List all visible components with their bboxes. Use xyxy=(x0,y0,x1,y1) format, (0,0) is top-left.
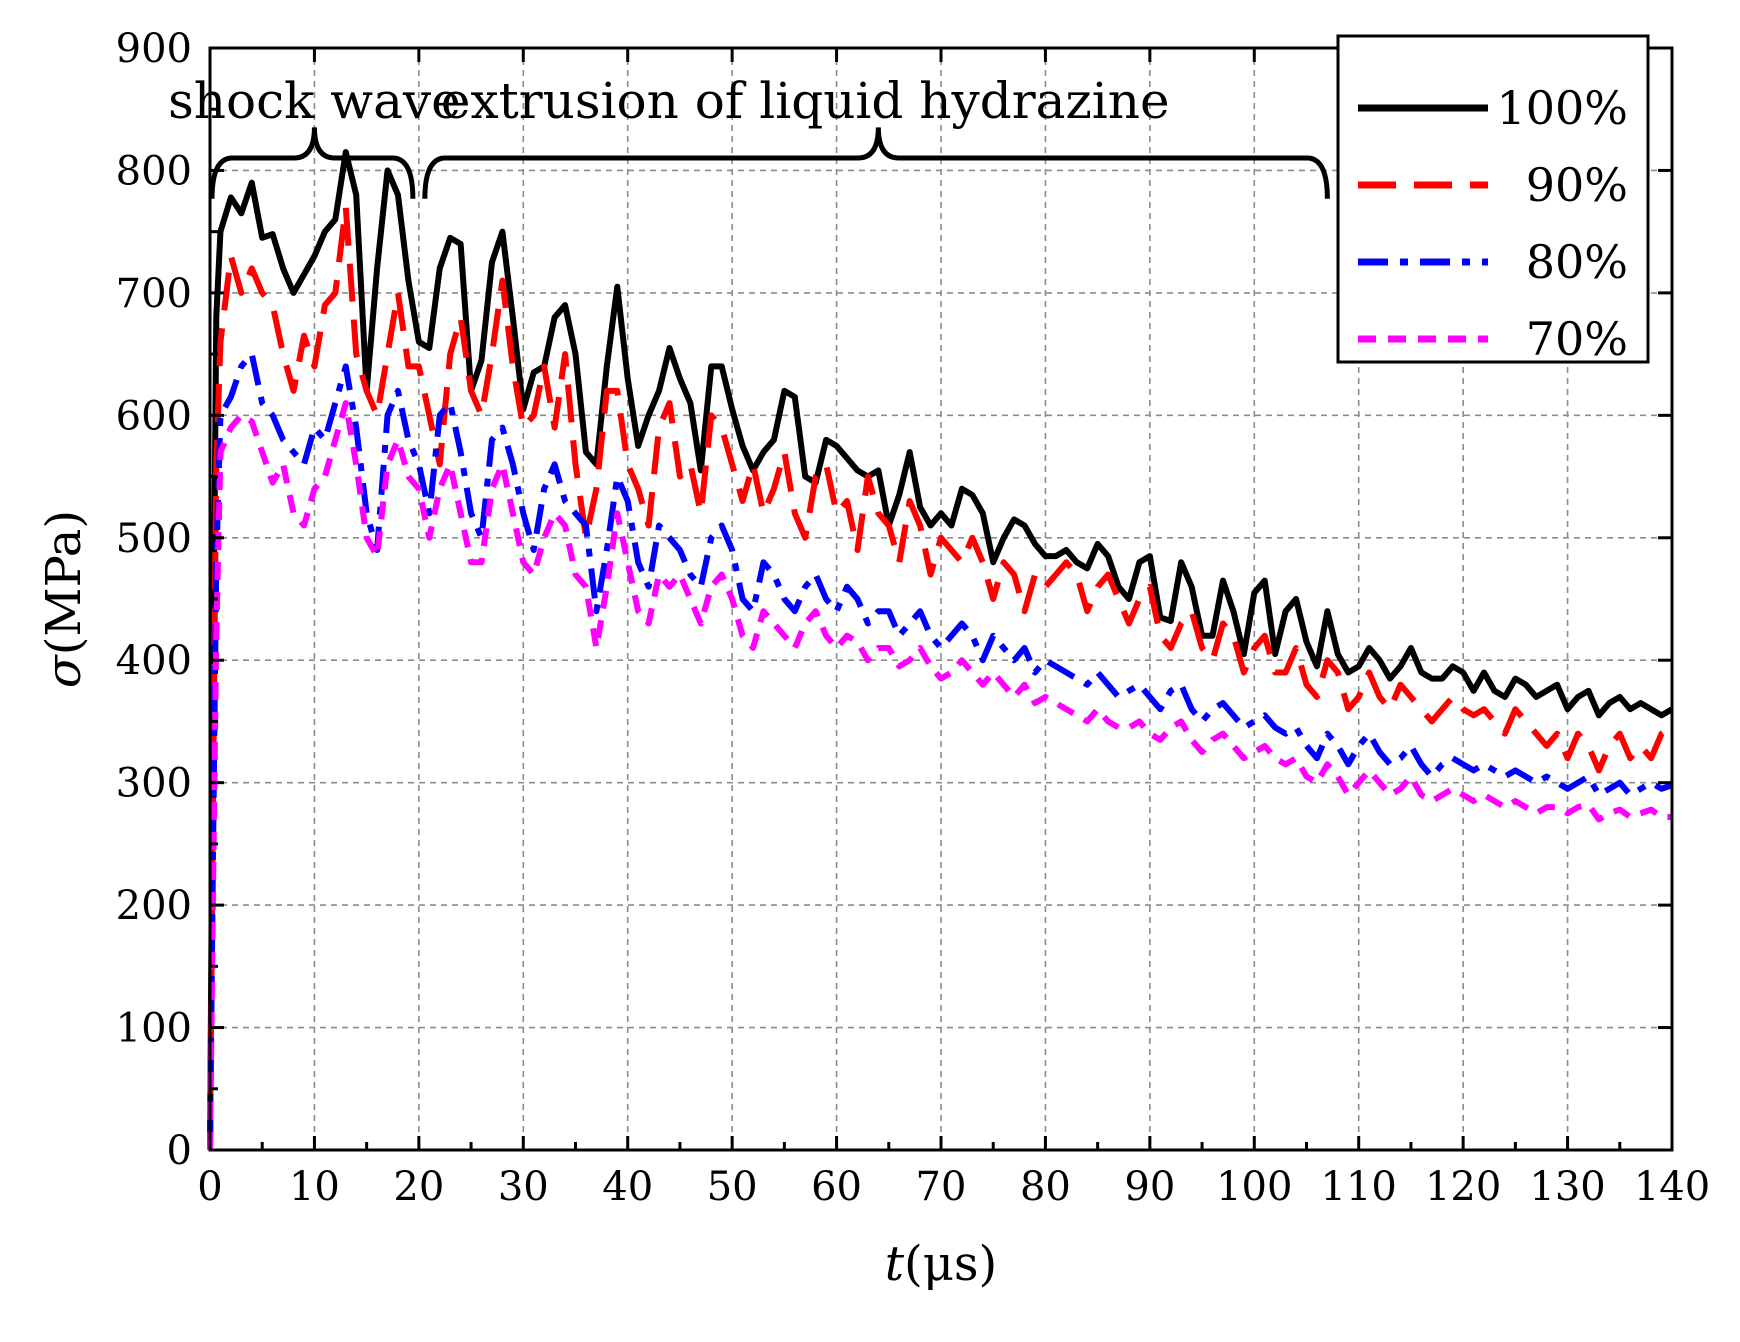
y-tick-label: 600 xyxy=(116,393,192,439)
ticks: 0 10 20 30 40 50 60 70 80 90 100 110 120 130 140 0 100 20… xyxy=(116,26,1711,1210)
y-axis-unit: (MPa) xyxy=(36,510,92,655)
annotation-brace xyxy=(422,127,1330,199)
series-line-90pct xyxy=(207,204,1674,1151)
x-tick-label: 40 xyxy=(602,1164,653,1210)
y-tick-label: 300 xyxy=(116,761,192,807)
y-axis-variable: σ xyxy=(36,654,92,688)
series-line-80pct xyxy=(207,351,1673,1151)
y-tick-label: 100 xyxy=(116,1006,192,1052)
legend-label: 90% xyxy=(1526,158,1628,212)
x-tick-label: 20 xyxy=(393,1164,444,1210)
x-tick-label: 100 xyxy=(1216,1164,1292,1210)
annotation-brace xyxy=(209,127,416,199)
x-tick-label: 120 xyxy=(1425,1164,1501,1210)
y-tick-label: 900 xyxy=(116,26,192,72)
y-axis-label: σ(MPa) xyxy=(36,510,92,688)
legend-label: 70% xyxy=(1526,312,1628,366)
x-tick-label: 0 xyxy=(197,1164,222,1210)
y-tick-label: 200 xyxy=(116,883,192,929)
x-tick-label: 130 xyxy=(1529,1164,1605,1210)
y-tick-label: 400 xyxy=(116,638,192,684)
x-axis-variable: t xyxy=(885,1236,905,1292)
x-axis-unit: (μs) xyxy=(904,1236,997,1292)
axis-labels: t(μs) σ(MPa) xyxy=(36,510,997,1292)
y-tick-label: 500 xyxy=(116,516,192,562)
y-tick-label: 0 xyxy=(167,1128,192,1174)
annotation-label: extrusion of liquid hydrazine xyxy=(441,72,1170,130)
x-tick-label: 140 xyxy=(1634,1164,1710,1210)
y-tick-label: 800 xyxy=(116,148,192,194)
x-tick-label: 90 xyxy=(1124,1164,1175,1210)
legend-label: 100% xyxy=(1496,81,1628,135)
series-line-70pct xyxy=(207,400,1672,1151)
legend: 100% 90% 80% 70% xyxy=(1336,34,1650,366)
x-tick-label: 50 xyxy=(707,1164,758,1210)
x-tick-label: 30 xyxy=(498,1164,549,1210)
legend-label: 80% xyxy=(1526,235,1628,289)
x-tick-label: 60 xyxy=(811,1164,862,1210)
x-axis-label: t(μs) xyxy=(885,1236,998,1292)
legend-box xyxy=(1336,34,1650,364)
x-tick-label: 110 xyxy=(1321,1164,1397,1210)
x-tick-label: 10 xyxy=(289,1164,340,1210)
series-layer xyxy=(207,149,1674,1151)
x-tick-label: 80 xyxy=(1020,1164,1071,1210)
y-tick-label: 700 xyxy=(116,271,192,317)
x-tick-label: 70 xyxy=(916,1164,967,1210)
series-line-100pct xyxy=(207,149,1674,1151)
annotation-label: shock wave xyxy=(168,72,461,130)
